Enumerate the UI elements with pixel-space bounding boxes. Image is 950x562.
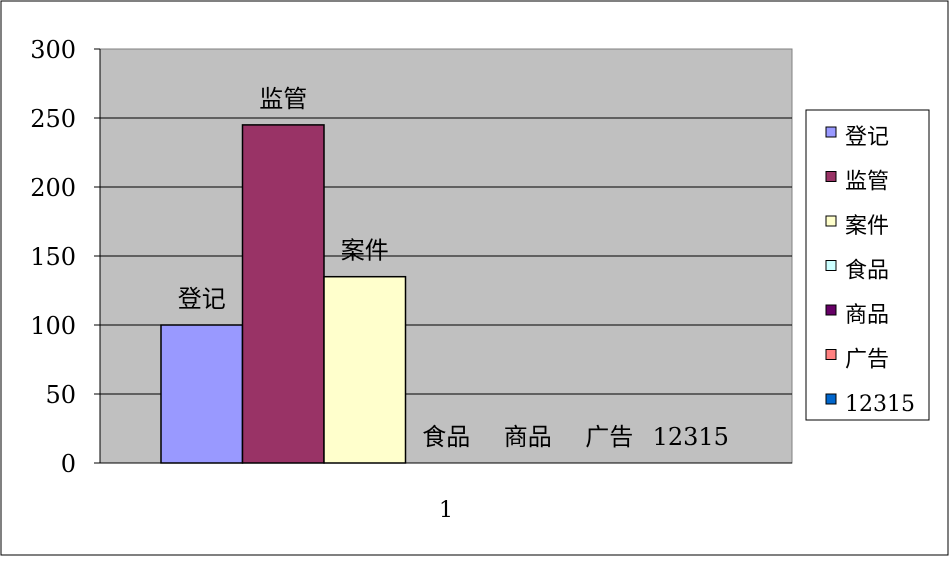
- y-axis: 0 50 100 150 200 250 300: [30, 36, 792, 478]
- legend-swatch-1: [825, 126, 837, 138]
- y-tick-label: 50: [45, 381, 76, 409]
- bar-2: [241, 124, 325, 464]
- y-tick-label: 0: [61, 450, 76, 478]
- bars: [160, 124, 407, 464]
- y-tick-label: 250: [30, 105, 76, 133]
- legend-label-6: 广告: [845, 348, 889, 373]
- legend-label-2: 监管: [845, 170, 889, 195]
- y-tick-label: 200: [30, 174, 76, 202]
- legend-label-4: 食品: [845, 259, 889, 284]
- data-label-5: 商品: [504, 423, 552, 451]
- y-tick-label: 150: [30, 243, 76, 271]
- legend-label-5: 商品: [845, 303, 889, 328]
- data-label-7: 12315: [653, 423, 729, 451]
- legend-label-3: 案件: [845, 214, 889, 239]
- data-label-1: 登记: [178, 285, 226, 313]
- bar-1: [160, 324, 244, 464]
- legend-swatch-5: [825, 304, 837, 316]
- legend-label-7: 12315: [845, 392, 915, 417]
- legend-swatch-7: [825, 393, 837, 405]
- legend-label-1: 登记: [845, 125, 889, 150]
- data-label-4: 食品: [422, 423, 470, 451]
- legend-swatch-3: [825, 215, 837, 227]
- legend-swatch-6: [825, 349, 837, 360]
- legend-swatch-2: [825, 171, 837, 182]
- data-label-2: 监管: [259, 85, 307, 113]
- x-category-label: 1: [439, 498, 453, 523]
- data-label-3: 案件: [341, 237, 389, 265]
- legend-swatch-4: [825, 260, 837, 271]
- bar-3: [323, 275, 407, 464]
- y-tick-label: 300: [30, 36, 76, 64]
- y-tick-label: 100: [30, 312, 76, 340]
- data-label-6: 广告: [585, 423, 633, 451]
